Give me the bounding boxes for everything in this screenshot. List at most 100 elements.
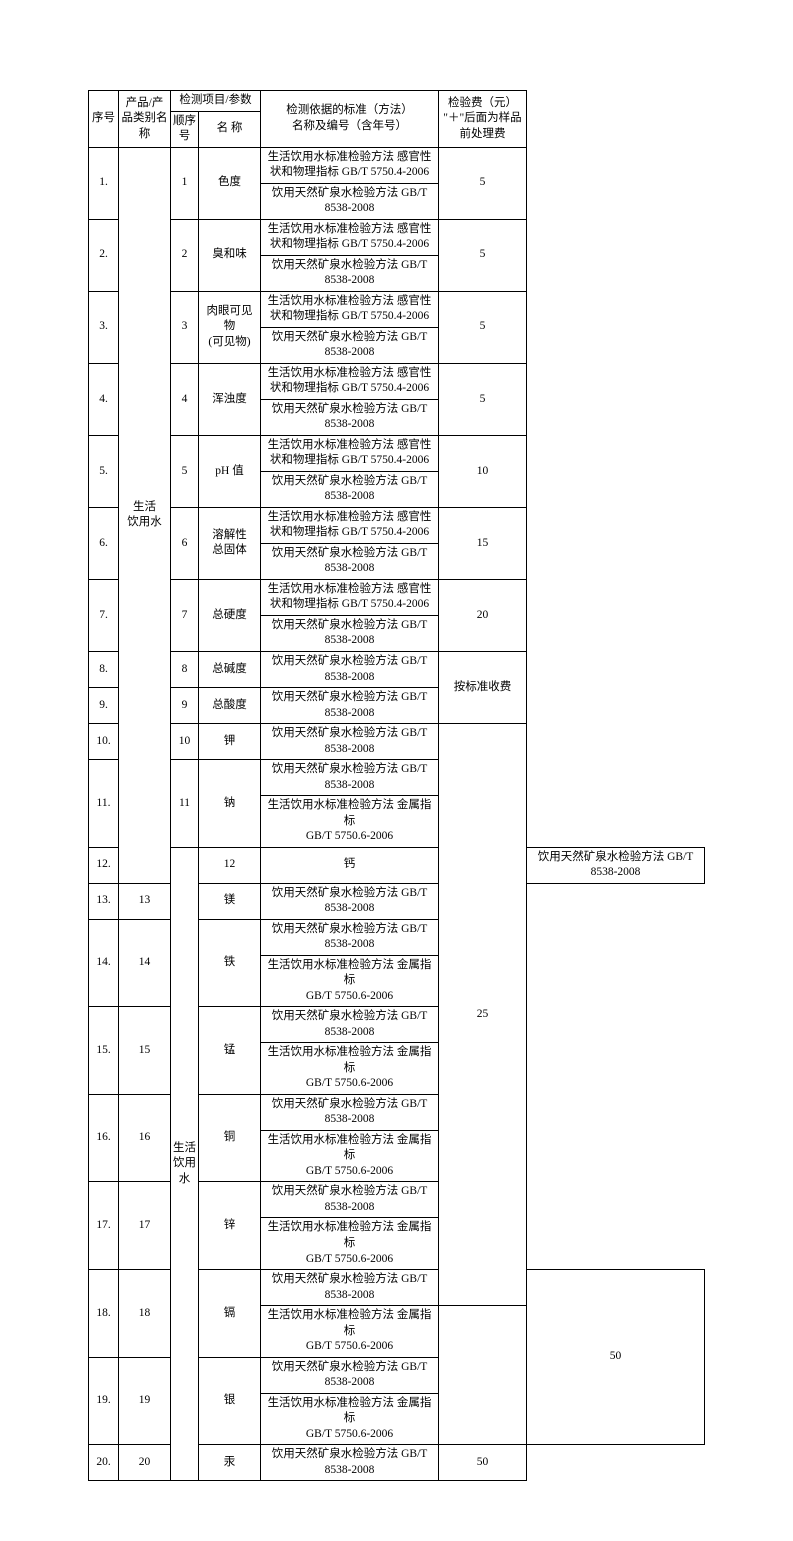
- name: 色度: [199, 147, 261, 219]
- header-testno: 顺序号: [171, 111, 199, 147]
- seq: 1.: [89, 147, 119, 219]
- std: 生活饮用水标准检验方法 金属指标GB/T 5750.6-2006: [261, 955, 439, 1007]
- fee: 5: [439, 219, 527, 291]
- std: 生活饮用水标准检验方法 感官性状和物理指标 GB/T 5750.4-2006: [261, 435, 439, 471]
- no: 1: [171, 147, 199, 219]
- std: 饮用天然矿泉水检验方法 GB/T 8538-2008: [527, 847, 705, 883]
- std: 饮用天然矿泉水检验方法 GB/T 8538-2008: [261, 1094, 439, 1130]
- no: 6: [171, 507, 199, 579]
- name: 镉: [199, 1270, 261, 1358]
- name: 臭和味: [199, 219, 261, 291]
- name: 钙: [261, 847, 439, 883]
- no: 18: [119, 1270, 171, 1358]
- std: 饮用天然矿泉水检验方法 GB/T 8538-2008: [261, 651, 439, 687]
- std: 饮用天然矿泉水检验方法 GB/T 8538-2008: [261, 399, 439, 435]
- name: 总碱度: [199, 651, 261, 687]
- no: 12: [199, 847, 261, 883]
- name: 钠: [199, 760, 261, 848]
- name: 肉眼可见物(可见物): [199, 291, 261, 363]
- std: 饮用天然矿泉水检验方法 GB/T 8538-2008: [261, 1182, 439, 1218]
- std: 饮用天然矿泉水检验方法 GB/T 8538-2008: [261, 327, 439, 363]
- seq: 13.: [89, 883, 119, 919]
- fee: 10: [439, 435, 527, 507]
- std: 饮用天然矿泉水检验方法 GB/T 8538-2008: [261, 471, 439, 507]
- seq: 16.: [89, 1094, 119, 1182]
- std: 生活饮用水标准检验方法 感官性状和物理指标 GB/T 5750.4-2006: [261, 291, 439, 327]
- no: 14: [119, 919, 171, 1007]
- std: 生活饮用水标准检验方法 金属指标GB/T 5750.6-2006: [261, 1218, 439, 1270]
- no: 17: [119, 1182, 171, 1270]
- name: 浑浊度: [199, 363, 261, 435]
- seq: 9.: [89, 688, 119, 724]
- std: 饮用天然矿泉水检验方法 GB/T 8538-2008: [261, 1007, 439, 1043]
- seq: 4.: [89, 363, 119, 435]
- seq: 11.: [89, 760, 119, 848]
- std: 饮用天然矿泉水检验方法 GB/T 8538-2008: [261, 1445, 439, 1481]
- fee: 20: [439, 579, 527, 651]
- category-cell: 生活饮用水: [119, 147, 171, 883]
- no: 16: [119, 1094, 171, 1182]
- std: 生活饮用水标准检验方法 金属指标GB/T 5750.6-2006: [261, 1043, 439, 1095]
- name: 铁: [199, 919, 261, 1007]
- no: 15: [119, 1007, 171, 1095]
- name: 镁: [199, 883, 261, 919]
- no: 9: [171, 688, 199, 724]
- std: 生活饮用水标准检验方法 感官性状和物理指标 GB/T 5750.4-2006: [261, 147, 439, 183]
- std: 生活饮用水标准检验方法 感官性状和物理指标 GB/T 5750.4-2006: [261, 507, 439, 543]
- header-category: 产品/产品类别名称: [119, 91, 171, 148]
- no: 8: [171, 651, 199, 687]
- std: 生活饮用水标准检验方法 感官性状和物理指标 GB/T 5750.4-2006: [261, 579, 439, 615]
- no: 7: [171, 579, 199, 651]
- header-standard: 检测依据的标准（方法）名称及编号（含年号）: [261, 91, 439, 148]
- name: 溶解性总固体: [199, 507, 261, 579]
- std: 饮用天然矿泉水检验方法 GB/T 8538-2008: [261, 760, 439, 796]
- no: 3: [171, 291, 199, 363]
- seq: 14.: [89, 919, 119, 1007]
- seq: 10.: [89, 724, 119, 760]
- std: 饮用天然矿泉水检验方法 GB/T 8538-2008: [261, 883, 439, 919]
- std: 饮用天然矿泉水检验方法 GB/T 8538-2008: [261, 615, 439, 651]
- seq: 19.: [89, 1357, 119, 1445]
- no: 10: [171, 724, 199, 760]
- header-testname: 名 称: [199, 111, 261, 147]
- std: 生活饮用水标准检验方法 金属指标GB/T 5750.6-2006: [261, 796, 439, 848]
- std: 生活饮用水标准检验方法 金属指标GB/T 5750.6-2006: [261, 1393, 439, 1445]
- name: 铜: [199, 1094, 261, 1182]
- std: 生活饮用水标准检验方法 感官性状和物理指标 GB/T 5750.4-2006: [261, 363, 439, 399]
- std: 饮用天然矿泉水检验方法 GB/T 8538-2008: [261, 688, 439, 724]
- std: 饮用天然矿泉水检验方法 GB/T 8538-2008: [261, 724, 439, 760]
- name: 总酸度: [199, 688, 261, 724]
- std: 饮用天然矿泉水检验方法 GB/T 8538-2008: [261, 1357, 439, 1393]
- fee: 50: [527, 1270, 705, 1445]
- std: 生活饮用水标准检验方法 感官性状和物理指标 GB/T 5750.4-2006: [261, 219, 439, 255]
- name: 锌: [199, 1182, 261, 1270]
- fee: 5: [439, 291, 527, 363]
- seq: 18.: [89, 1270, 119, 1358]
- std: 饮用天然矿泉水检验方法 GB/T 8538-2008: [261, 255, 439, 291]
- fee: 按标准收费: [439, 651, 527, 723]
- header-seq: 序号: [89, 91, 119, 148]
- no: 20: [119, 1445, 171, 1481]
- no: 2: [171, 219, 199, 291]
- seq: 17.: [89, 1182, 119, 1270]
- category-cell: 生活饮用水: [171, 847, 199, 1481]
- fee: 15: [439, 507, 527, 579]
- seq: 12.: [89, 847, 119, 883]
- seq: 3.: [89, 291, 119, 363]
- fee: 50: [439, 1445, 527, 1481]
- no: 13: [119, 883, 171, 919]
- fee: 5: [439, 363, 527, 435]
- no: 11: [171, 760, 199, 848]
- name: 汞: [199, 1445, 261, 1481]
- std: 饮用天然矿泉水检验方法 GB/T 8538-2008: [261, 1270, 439, 1306]
- std: 饮用天然矿泉水检验方法 GB/T 8538-2008: [261, 919, 439, 955]
- name: 锰: [199, 1007, 261, 1095]
- seq: 7.: [89, 579, 119, 651]
- fee: 25: [439, 724, 527, 1306]
- no: 5: [171, 435, 199, 507]
- std: 生活饮用水标准检验方法 金属指标GB/T 5750.6-2006: [261, 1306, 439, 1358]
- std: 饮用天然矿泉水检验方法 GB/T 8538-2008: [261, 543, 439, 579]
- name: 钾: [199, 724, 261, 760]
- name: 总硬度: [199, 579, 261, 651]
- seq: 8.: [89, 651, 119, 687]
